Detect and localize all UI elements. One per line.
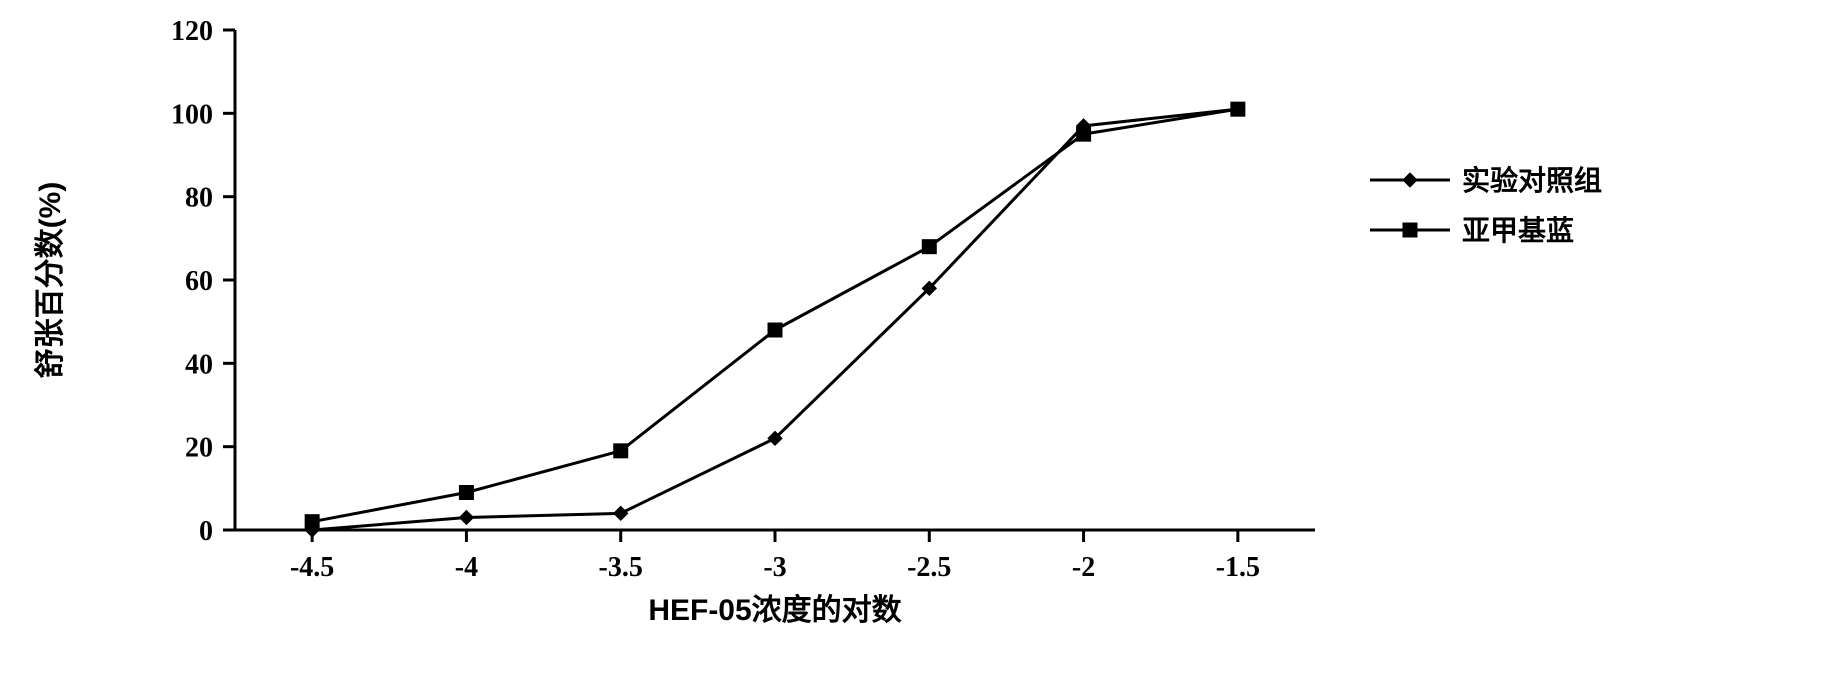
data-marker-square <box>1231 102 1245 116</box>
y-tick-label: 60 <box>185 266 213 297</box>
data-marker-square <box>1403 223 1417 237</box>
line-chart: 0 20 40 60 80 100 120 -4.5 -4 -3.5 -3 -2.5 -2 -1.5 HEF… <box>0 0 1829 673</box>
legend-label-control: 实验对照组 <box>1462 164 1602 196</box>
x-tick-label: -3.5 <box>599 552 643 583</box>
chart-container: 0 20 40 60 80 100 120 -4.5 -4 -3.5 -3 -2.5 -2 -1.5 HEF… <box>0 0 1829 673</box>
y-tick-label: 40 <box>185 349 213 380</box>
data-marker-square <box>614 444 628 458</box>
x-tick-label: -2 <box>1072 552 1095 583</box>
data-marker-square <box>922 240 936 254</box>
y-tick-label: 20 <box>185 433 213 464</box>
data-marker-square <box>768 323 782 337</box>
y-tick-label: 100 <box>171 99 213 130</box>
x-axis-title: HEF-05浓度的对数 <box>648 594 902 627</box>
x-tick-label: -2.5 <box>907 552 951 583</box>
data-marker-square <box>1077 127 1091 141</box>
y-axis-title: 舒张百分数(%) <box>33 182 67 379</box>
data-marker-square <box>459 486 473 500</box>
y-tick-label: 0 <box>199 516 213 547</box>
y-tick-label: 80 <box>185 183 213 214</box>
data-marker-square <box>305 515 319 529</box>
x-tick-label: -4.5 <box>290 552 334 583</box>
x-tick-label: -3 <box>763 552 786 583</box>
x-tick-label: -1.5 <box>1216 552 1260 583</box>
x-tick-label: -4 <box>455 552 478 583</box>
legend-label-methylene_blue: 亚甲基蓝 <box>1462 215 1574 246</box>
y-tick-label: 120 <box>171 16 213 47</box>
